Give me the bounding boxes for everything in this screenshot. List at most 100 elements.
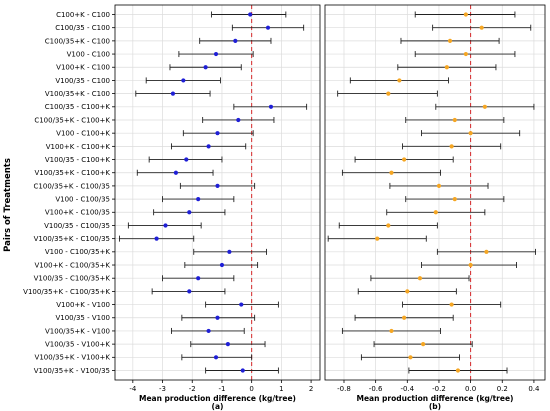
category-label-25: V100/35 - V100+K — [45, 341, 110, 349]
mean-point-a-19 — [219, 262, 225, 268]
category-label-4: V100+K - C100 — [56, 64, 110, 72]
mean-point-a-0 — [248, 12, 253, 17]
x-tick-label-a-5: 1 — [279, 385, 283, 393]
x-tick-label-b-4: 0.0 — [465, 385, 476, 393]
category-label-5: V100/35 - C100 — [55, 77, 110, 85]
category-label-10: V100+K - C100+K — [46, 143, 111, 151]
x-tick-label-b-5: 0.2 — [497, 385, 508, 393]
category-label-24: V100/35+K - V100 — [45, 327, 110, 335]
mean-point-a-7 — [268, 104, 274, 109]
mean-point-b-22 — [449, 302, 454, 307]
mean-point-b-0 — [463, 12, 468, 17]
panel-label-a: (a) — [212, 402, 224, 411]
mean-point-a-2 — [233, 38, 238, 43]
mean-point-b-17 — [375, 236, 380, 241]
mean-point-a-6 — [170, 91, 176, 96]
mean-point-a-24 — [206, 328, 211, 334]
category-label-26: V100/35+K - V100+K — [35, 354, 111, 362]
x-tick-label-b-6: 0.4 — [528, 385, 540, 393]
mean-point-b-25 — [421, 342, 426, 347]
mean-point-b-9 — [468, 131, 473, 136]
mean-point-a-4 — [203, 65, 208, 70]
x-tick-label-a-2: -2 — [189, 385, 196, 393]
mean-point-a-23 — [215, 315, 220, 320]
category-label-19: V100+K - C100/35+K — [34, 261, 110, 269]
mean-point-a-17 — [154, 236, 159, 241]
category-label-2: C100/35+K - C100 — [45, 37, 110, 45]
category-label-14: V100 - C100/35 — [55, 195, 110, 203]
y-axis-title-group: Pairs of Treatments — [3, 158, 13, 252]
mean-point-a-9 — [215, 131, 220, 136]
mean-point-a-12 — [173, 170, 179, 175]
mean-point-b-15 — [433, 210, 438, 215]
category-label-9: V100 - C100+K — [56, 130, 110, 138]
plot-frame-b — [324, 4, 546, 381]
mean-point-a-18 — [227, 249, 232, 254]
y-axis-title: Pairs of Treatments — [3, 158, 13, 252]
mean-point-b-14 — [452, 196, 457, 202]
category-label-23: V100/35 - V100 — [55, 314, 110, 322]
category-label-11: V100/35 - C100+K — [45, 156, 111, 164]
x-tick-label-a-6: 2 — [309, 385, 313, 393]
mean-point-b-6 — [386, 91, 391, 96]
mean-point-b-13 — [436, 183, 442, 189]
mean-point-a-16 — [163, 223, 168, 228]
category-label-17: V100/35+K - C100/35 — [34, 235, 110, 243]
category-label-18: V100 - C100/35+K — [45, 248, 111, 256]
x-tick-label-a-4: 0 — [249, 385, 253, 393]
mean-point-b-1 — [479, 25, 484, 30]
mean-point-b-21 — [405, 289, 410, 294]
panel-a: -4 -3 -2 -1 0 1 2 C100+K - C100 C100/35 - C100 C1… — [23, 4, 321, 411]
x-tick-label-b-1: -0.6 — [369, 385, 383, 393]
category-label-1: C100/35 - C100 — [55, 24, 110, 32]
x-tick-label-a-1: -3 — [159, 385, 166, 393]
category-label-12: V100/35+K - C100+K — [34, 169, 110, 177]
x-tick-label-b-2: -0.4 — [400, 385, 414, 393]
mean-point-a-10 — [206, 144, 211, 149]
mean-point-a-8 — [236, 117, 241, 123]
mean-point-b-8 — [452, 117, 457, 123]
mean-point-a-22 — [239, 302, 244, 307]
mean-point-a-15 — [187, 210, 192, 215]
mean-point-a-14 — [196, 196, 201, 202]
mean-point-a-13 — [215, 183, 220, 189]
mean-point-b-26 — [408, 355, 413, 360]
plot-frame-a — [114, 4, 321, 381]
x-tick-label-b-3: -0.2 — [432, 385, 446, 393]
x-tick-label-b-0: -0.8 — [337, 385, 351, 393]
mean-point-a-20 — [196, 276, 201, 281]
mean-point-b-3 — [463, 51, 468, 57]
category-label-13: C100/35+K - C100/35 — [34, 182, 110, 190]
category-label-21: V100/35+K - C100/35+K — [23, 288, 110, 296]
mean-point-b-24 — [389, 328, 394, 334]
mean-point-b-23 — [402, 315, 407, 320]
category-label-15: V100+K - C100/35 — [45, 209, 110, 217]
mean-point-b-20 — [417, 276, 423, 281]
mean-point-b-19 — [468, 262, 473, 268]
mean-point-b-18 — [484, 249, 489, 254]
category-label-8: C100/35+K - C100+K — [34, 116, 110, 124]
x-axis-title-a: Mean production difference (kg/tree) — [139, 394, 296, 403]
mean-point-b-11 — [402, 157, 407, 162]
category-label-16: V100/35 - C100/35 — [44, 222, 110, 230]
x-tick-label-a-3: -1 — [218, 385, 225, 393]
category-label-3: V100 - C100 — [67, 50, 110, 58]
mean-point-b-12 — [389, 170, 394, 175]
mean-point-b-10 — [449, 144, 454, 149]
mean-point-a-27 — [240, 368, 245, 373]
mean-point-a-1 — [265, 25, 271, 30]
mean-point-b-27 — [455, 368, 461, 373]
category-label-6: V100/35+K - C100 — [45, 90, 110, 98]
category-label-0: C100+K - C100 — [56, 11, 110, 19]
x-axis-title-b: Mean production difference (kg/tree) — [357, 394, 514, 403]
mean-point-a-26 — [213, 355, 219, 360]
mean-point-b-2 — [447, 38, 453, 43]
mean-point-a-21 — [187, 289, 192, 294]
mean-point-a-3 — [213, 51, 219, 57]
x-tick-label-a-0: -4 — [129, 385, 137, 393]
category-label-20: V100/35 - C100/35+K — [34, 275, 111, 283]
category-label-22: V100+K - V100 — [56, 301, 110, 309]
mean-point-a-25 — [225, 342, 230, 347]
panel-b: -0.8 -0.6 -0.4 -0.2 0.0 0.2 0.4 Mean production… — [324, 4, 546, 411]
